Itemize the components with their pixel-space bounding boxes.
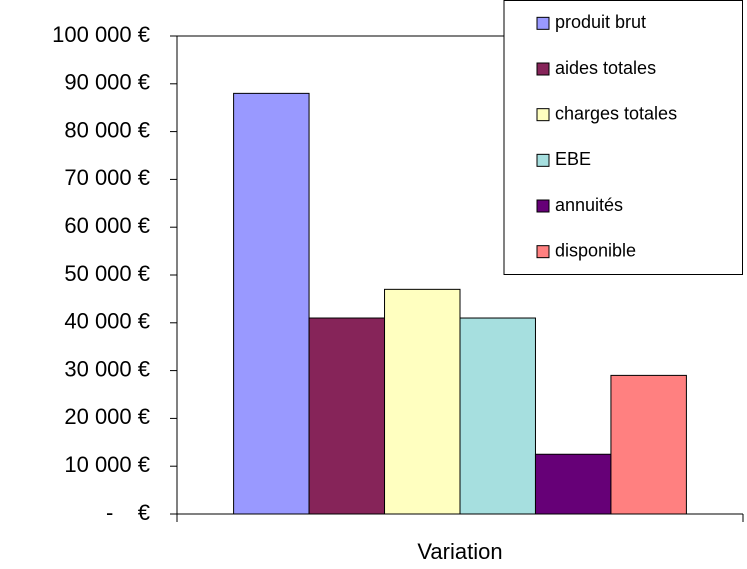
legend-swatch [536, 245, 550, 259]
bar [384, 288, 461, 515]
legend-label: annuités [555, 195, 623, 215]
y-tick-label: 90 000 € [64, 70, 150, 95]
legend-box [503, 0, 743, 275]
y-tick-label: 30 000 € [64, 356, 150, 381]
legend-label: disponible [555, 240, 636, 260]
y-tick-label: 100 000 € [52, 22, 150, 47]
y-tick-label: - € [106, 500, 150, 525]
legend-label: EBE [555, 149, 591, 169]
legend-label: aides totales [555, 58, 656, 78]
x-tick-label: Variation [417, 539, 502, 564]
legend-swatch [536, 199, 550, 213]
bar [459, 317, 536, 515]
y-tick-label: 10 000 € [64, 452, 150, 477]
y-tick-label: 80 000 € [64, 117, 150, 142]
legend-swatch [536, 153, 550, 167]
y-tick-label: 60 000 € [64, 213, 150, 238]
bar [610, 374, 687, 515]
y-tick-label: 70 000 € [64, 165, 150, 190]
legend-label: charges totales [555, 103, 677, 123]
bar [233, 92, 310, 515]
legend-swatch [536, 108, 550, 122]
legend-label: produit brut [555, 12, 646, 32]
y-tick-label: 20 000 € [64, 404, 150, 429]
y-tick-label: 40 000 € [64, 309, 150, 334]
bar [308, 317, 386, 515]
bar [534, 453, 612, 515]
y-tick-label: 50 000 € [64, 261, 150, 286]
legend-swatch [536, 62, 550, 76]
legend-swatch [536, 16, 550, 30]
